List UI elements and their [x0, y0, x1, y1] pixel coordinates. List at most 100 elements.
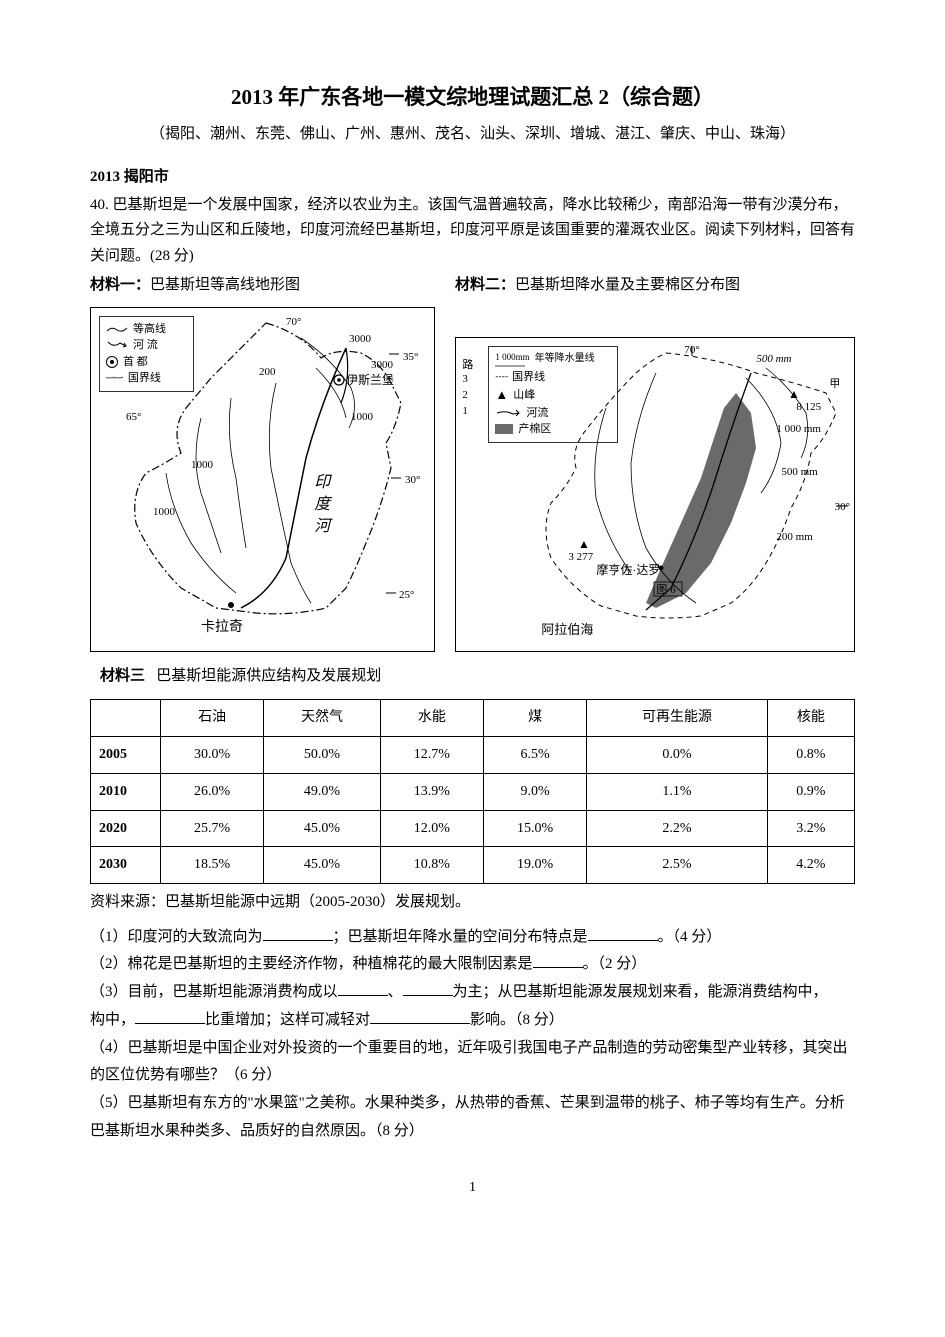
- cell: 0.9%: [767, 773, 854, 810]
- table-row: 2005 30.0% 50.0% 12.7% 6.5% 0.0% 0.8%: [91, 736, 855, 773]
- blank: [263, 926, 333, 941]
- blank: [370, 1009, 470, 1024]
- map1-lat35: 35°: [403, 348, 418, 367]
- map2-sea: 阿拉伯海: [541, 619, 593, 641]
- material2-text: 巴基斯坦降水量及主要棉区分布图: [515, 277, 740, 293]
- intro-text: 巴基斯坦是一个发展中国家，经济以农业为主。该国气温普遍较高，降水比较稀少，南部沿…: [90, 197, 855, 264]
- cell: 3.2%: [767, 810, 854, 847]
- q3-e: 影响。（8 分）: [470, 1012, 564, 1028]
- th-coal: 煤: [483, 700, 586, 737]
- map1-karachi: 卡拉奇: [201, 616, 243, 640]
- q3-a: （3）目前，巴基斯坦能源消费构成以: [90, 984, 338, 1000]
- cell: 2005: [91, 736, 161, 773]
- question-intro: 40. 巴基斯坦是一个发展中国家，经济以农业为主。该国气温普遍较高，降水比较稀少…: [90, 193, 855, 270]
- map1-contour: 等高线 河 流 首 都 ─·─· 国界线: [90, 307, 435, 652]
- q1-a: （1）印度河的大致流向为: [90, 929, 263, 945]
- cell: 2010: [91, 773, 161, 810]
- map1-h200: 200: [259, 363, 276, 382]
- table-header-row: 石油 天然气 水能 煤 可再生能源 核能: [91, 700, 855, 737]
- th-blank: [91, 700, 161, 737]
- cell: 1.1%: [587, 773, 768, 810]
- cell: 2030: [91, 847, 161, 884]
- sub-q4: （4）巴基斯坦是中国企业对外投资的一个重要目的地，近年吸引我国电子产品制造的劳动…: [90, 1035, 855, 1091]
- subtitle: （揭阳、潮州、东莞、佛山、广州、惠州、茂名、汕头、深圳、增城、湛江、肇庆、中山、…: [90, 122, 855, 148]
- cell: 9.0%: [483, 773, 586, 810]
- blank: [403, 981, 453, 996]
- material3-text: 巴基斯坦能源供应结构及发展规划: [156, 668, 381, 684]
- sub-q2: （2）棉花是巴基斯坦的主要经济作物，种植棉花的最大限制因素是 。（2 分）: [90, 951, 855, 979]
- cell: 12.0%: [380, 810, 483, 847]
- map2-rainfall: 1 000mm 年等降水量线 - - - - 国界线 ▲ 山峰 河流 产棉区: [455, 337, 855, 652]
- map2-iso500b: 500 mm: [781, 463, 817, 482]
- cell: 49.0%: [264, 773, 381, 810]
- material2-label: 材料二：: [455, 277, 515, 293]
- q1-b: ；巴基斯坦年降水量的空间分布特点是: [333, 929, 588, 945]
- map1-lon70: 70°: [286, 313, 301, 332]
- cell: 30.0%: [161, 736, 264, 773]
- map2-svg: ▲ ▲: [456, 338, 861, 653]
- cell: 0.0%: [587, 736, 768, 773]
- map2-lat30: 30°: [835, 498, 850, 517]
- q2-a: （2）棉花是巴基斯坦的主要经济作物，种植棉花的最大限制因素是: [90, 956, 533, 972]
- material1: 材料一：巴基斯坦等高线地形图: [90, 273, 300, 299]
- map2-iso1000: 1 000 mm: [776, 420, 821, 439]
- th-renewable: 可再生能源: [587, 700, 768, 737]
- materials-row: 材料一：巴基斯坦等高线地形图 材料二：巴基斯坦降水量及主要棉区分布图: [90, 273, 855, 299]
- material3: 材料三 巴基斯坦能源供应结构及发展规划: [100, 664, 855, 690]
- map2-peak1: 8 125: [796, 398, 821, 417]
- sub-q3: （3）目前，巴基斯坦能源消费构成以 、 为主；从巴基斯坦能源发展规划来看，能源消费结…: [90, 979, 855, 1035]
- cell: 26.0%: [161, 773, 264, 810]
- th-nuclear: 核能: [767, 700, 854, 737]
- sub-q1: （1）印度河的大致流向为 ；巴基斯坦年降水量的空间分布特点是 。（4 分）: [90, 924, 855, 952]
- table-row: 2010 26.0% 49.0% 13.9% 9.0% 1.1% 0.9%: [91, 773, 855, 810]
- cell: 6.5%: [483, 736, 586, 773]
- th-hydro: 水能: [380, 700, 483, 737]
- blank: [588, 926, 658, 941]
- cell: 45.0%: [264, 847, 381, 884]
- sub-q5: （5）巴基斯坦有东方的"水果篮"之美称。水果种类多，从热带的香蕉、芒果到温带的桃…: [90, 1090, 855, 1146]
- map1-capital-name: 伊斯兰堡: [346, 370, 394, 390]
- map1-river-name: 印度河: [306, 473, 333, 539]
- q3-d: 比重增加；这样可减轻对: [205, 1012, 370, 1028]
- map1-h1000b: 1000: [191, 456, 213, 475]
- map1-lon65: 65°: [126, 408, 141, 427]
- blank: [533, 953, 583, 968]
- map1-h1000c: 1000: [153, 503, 175, 522]
- cell: 0.8%: [767, 736, 854, 773]
- cell: 4.2%: [767, 847, 854, 884]
- map1-lat25: 25°: [399, 586, 414, 605]
- map2-city: 摩亨佐·达罗: [596, 560, 660, 580]
- cell: 2020: [91, 810, 161, 847]
- cell: 50.0%: [264, 736, 381, 773]
- source-note: 资料来源：巴基斯坦能源中远期（2005-2030）发展规划。: [90, 890, 855, 916]
- map2-iso500a: 500 mm: [756, 350, 791, 369]
- q2-b: 。（2 分）: [583, 956, 647, 972]
- cell: 15.0%: [483, 810, 586, 847]
- page-number: 1: [90, 1176, 855, 1200]
- material1-text: 巴基斯坦等高线地形图: [150, 277, 300, 293]
- map2-jia: 甲: [829, 375, 840, 394]
- map2-peak2: 3 277: [568, 548, 593, 567]
- map1-h1000a: 1000: [351, 408, 373, 427]
- city-header: 2013 揭阳市: [90, 165, 855, 191]
- cell: 19.0%: [483, 847, 586, 884]
- cell: 45.0%: [264, 810, 381, 847]
- cell: 12.7%: [380, 736, 483, 773]
- q3-d-pre: 构中，: [90, 1012, 135, 1028]
- table-row: 2030 18.5% 45.0% 10.8% 19.0% 2.5% 4.2%: [91, 847, 855, 884]
- th-oil: 石油: [161, 700, 264, 737]
- question-number: 40.: [90, 197, 109, 213]
- cell: 2.2%: [587, 810, 768, 847]
- map2-fig: 图 6: [656, 581, 675, 600]
- q3-b: 、: [388, 984, 403, 1000]
- material3-label: 材料三: [100, 668, 145, 684]
- material1-label: 材料一：: [90, 277, 150, 293]
- q1-c: 。（4 分）: [658, 929, 722, 945]
- cell: 2.5%: [587, 847, 768, 884]
- cell: 25.7%: [161, 810, 264, 847]
- q3-c: 为主；从巴基斯坦能源发展规划来看，能源消费结构中，: [453, 984, 828, 1000]
- table-row: 2020 25.7% 45.0% 12.0% 15.0% 2.2% 3.2%: [91, 810, 855, 847]
- th-gas: 天然气: [264, 700, 381, 737]
- map2-iso200: 200 mm: [776, 528, 812, 547]
- blank: [135, 1009, 205, 1024]
